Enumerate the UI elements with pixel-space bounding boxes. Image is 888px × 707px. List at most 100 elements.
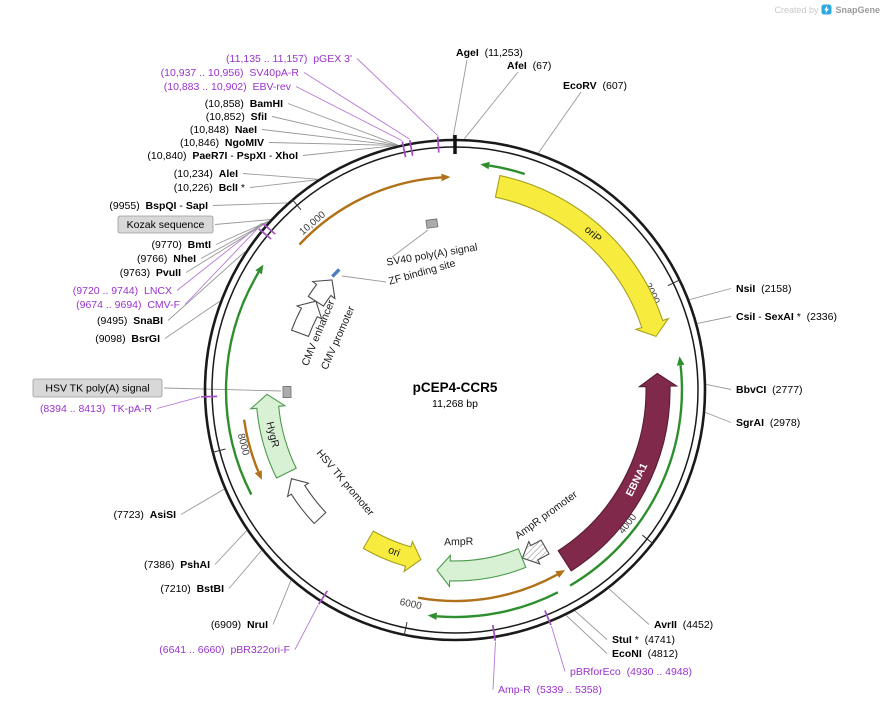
site-label-paer7i[interactable]: (10,840) PaeR7I - PspXI - XhoI (147, 150, 298, 162)
feature-label-AmpR[interactable]: AmpR (444, 536, 474, 549)
site-label-nrui[interactable]: (6909) NruI (211, 619, 268, 631)
orf-arc (242, 419, 260, 473)
enzyme-leader-line (697, 316, 732, 324)
scale-tick-label: 6000 (399, 597, 423, 612)
primer-site-tick (401, 141, 407, 158)
plasmid-size: 11,268 bp (432, 398, 478, 410)
site-label-sfii[interactable]: (10,852) SfiI (206, 111, 267, 123)
site-label-ecorv[interactable]: EcoRV (607) (563, 80, 627, 92)
feature-HSV-TK-promoter[interactable] (286, 478, 327, 525)
site-label-nhei[interactable]: (9766) NheI (137, 253, 196, 265)
primer-site-tick (544, 610, 552, 626)
scale-tick (211, 448, 226, 453)
site-labels: AgeI (11,253)AfeI (67) EcoRV (607) NsiI (2… (40, 47, 837, 696)
orf-arc (489, 164, 526, 176)
site-label-bmti[interactable]: (9770) BmtI (151, 239, 211, 251)
enzyme-leader-line (180, 488, 225, 515)
scale-tick (291, 198, 302, 211)
feature-AmpR[interactable] (436, 548, 527, 588)
feature-label-AmpR-promoter[interactable]: AmpR promoter (513, 488, 580, 542)
site-label-8394-8413-tk-pa-r[interactable]: (8394 .. 8413) TK-pA-R (40, 403, 152, 415)
site-label-10-883-10-902-ebv-rev[interactable]: (10,883 .. 10,902) EBV-rev (164, 81, 292, 93)
site-label-bcli[interactable]: (10,226) BclI * (174, 182, 245, 194)
HSV-TK-polyA-signal-marker[interactable] (282, 386, 292, 398)
site-label-asisi[interactable]: (7723) AsiSI (114, 509, 177, 521)
enzyme-leader-line (565, 615, 608, 654)
feature-CMV-promoter[interactable] (307, 279, 336, 307)
primer-leader-line (184, 227, 259, 305)
primer-site-tick (408, 139, 414, 156)
site-label-amp-r-5339-5358[interactable]: Amp-R (5339 .. 5358) (498, 684, 602, 696)
hsv-tk-polyA-signal-box (32, 378, 163, 398)
site-label-9674-9694-cmv-f[interactable]: (9674 .. 9694) CMV-F (76, 299, 180, 311)
site-label-alei[interactable]: (10,234) AleI (174, 168, 238, 180)
enzyme-leader-line (212, 202, 287, 206)
primer-leader-line (550, 625, 566, 672)
feature-AmpR-promoter[interactable] (521, 539, 550, 565)
enzyme-leader-line (538, 91, 582, 154)
site-label-snabi[interactable]: (9495) SnaBI (97, 315, 163, 327)
primer-leader-line (356, 58, 439, 136)
kozak-sequence-label[interactable]: Kozak sequence (127, 219, 205, 231)
site-label-9720-9744-lncx[interactable]: (9720 .. 9744) LNCX (73, 285, 172, 297)
enzyme-leader-line (706, 383, 732, 390)
feature-HygR[interactable] (249, 393, 297, 479)
site-label-ngomiv[interactable]: (10,846) NgoMIV (180, 137, 264, 149)
site-label-avrii[interactable]: AvrII (4452) (654, 619, 713, 631)
scale-tick (403, 621, 408, 636)
boxed-labels: Kozak sequence HSV TK poly(A) signal (32, 215, 214, 398)
site-label-6641-6660-pbr322ori-f[interactable]: (6641 .. 6660) pBR322ori-F (159, 644, 290, 656)
marker-leader-line (341, 275, 387, 283)
site-label-pbrforeco-4930-4948[interactable]: pBRforEco (4930 .. 4948) (570, 666, 692, 678)
watermark-prefix: Created by (774, 4, 819, 15)
feature-label-HSV-TK-promoter[interactable]: HSV TK promoter (314, 447, 377, 518)
site-label-stui[interactable]: StuI * (4741) (612, 634, 675, 646)
feature-oriP[interactable] (494, 174, 670, 338)
enzyme-leader-line (164, 300, 220, 339)
features (249, 174, 679, 588)
enzyme-leader-line (272, 580, 292, 625)
orf-arc (569, 365, 684, 587)
site-label-afei[interactable]: AfeI (67) (507, 60, 551, 72)
site-label-bstbi[interactable]: (7210) BstBI (160, 583, 224, 595)
enzyme-leader-line (287, 103, 399, 146)
site-label-bsrgi[interactable]: (9098) BsrGI (95, 333, 160, 345)
site-label-nsii[interactable]: NsiI (2158) (736, 283, 791, 295)
site-label-naei[interactable]: (10,848) NaeI (190, 124, 257, 136)
site-label-csii[interactable]: CsiI - SexAI * (2336) (736, 311, 837, 323)
enzyme-leader-line (261, 129, 397, 146)
boxed-label-leader-line (214, 219, 271, 225)
primer-site-tick (436, 136, 440, 153)
feature-markers (282, 218, 439, 398)
enzyme-leader-line (271, 116, 398, 146)
site-label-agei[interactable]: AgeI (11,253) (456, 47, 523, 59)
feature-EBNA1[interactable] (557, 372, 679, 572)
feature-CMV-enhancer[interactable] (290, 300, 323, 338)
orf-arc (224, 271, 260, 496)
orf-arcs (224, 161, 685, 620)
hsv-tk-polyA-signal-label[interactable]: HSV TK poly(A) signal (45, 383, 149, 395)
feature-label-ori[interactable]: ori (386, 544, 401, 559)
site-label-pshai[interactable]: (7386) PshAI (144, 559, 210, 571)
site-label-sgrai[interactable]: SgrAI (2978) (736, 417, 800, 429)
primer-leader-line (303, 72, 410, 140)
enzyme-leader-line (200, 221, 269, 259)
snapgene-logo-icon (821, 4, 832, 15)
kozak-sequence-box (117, 215, 214, 234)
site-label-econi[interactable]: EcoNI (4812) (612, 648, 678, 660)
orf-arc (436, 591, 559, 619)
SV40-polyA-signal-marker[interactable] (425, 218, 439, 229)
site-label-bspqi[interactable]: (9955) BspQI - SapI (109, 200, 208, 212)
feature-ori[interactable] (362, 530, 422, 573)
orf-arc-arrowhead (255, 264, 264, 275)
snapgene-watermark[interactable]: Created by SnapGene (774, 4, 880, 15)
orf-arc-arrowhead (441, 173, 451, 182)
site-label-pvuii[interactable]: (9763) PvuII (120, 267, 181, 279)
site-label-bbvci[interactable]: BbvCI (2777) (736, 384, 803, 396)
ZF-binding-site-marker[interactable] (331, 268, 341, 278)
site-label-11-135-11-157-pgex-3[interactable]: (11,135 .. 11,157) pGEX 3' (226, 53, 352, 65)
site-label-10-937-10-956-sv40pa-r[interactable]: (10,937 .. 10,956) SV40pA-R (161, 67, 300, 79)
site-label-bamhi[interactable]: (10,858) BamHI (205, 98, 283, 110)
